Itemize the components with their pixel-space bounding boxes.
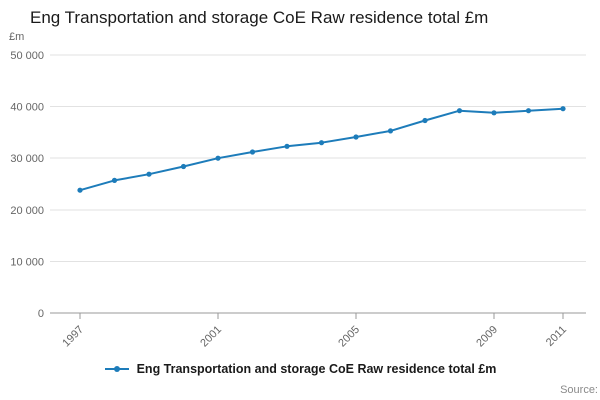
svg-text:30 000: 30 000 — [10, 153, 44, 165]
chart-title: Eng Transportation and storage CoE Raw r… — [30, 8, 489, 27]
svg-text:40 000: 40 000 — [10, 102, 44, 114]
legend[interactable]: Eng Transportation and storage CoE Raw r… — [0, 362, 600, 376]
svg-text:1997: 1997 — [60, 324, 86, 350]
svg-text:2005: 2005 — [336, 324, 362, 350]
y-axis-unit-label: £m — [9, 31, 25, 43]
svg-text:0: 0 — [38, 308, 44, 320]
svg-text:2009: 2009 — [474, 324, 500, 350]
svg-text:10 000: 10 000 — [10, 256, 44, 268]
svg-text:50 000: 50 000 — [10, 50, 44, 62]
line-chart-plot-area: 0 10 000 20 000 30 000 40 000 50 000 1997 2001 2… — [10, 50, 586, 350]
svg-text:2011: 2011 — [544, 324, 569, 349]
svg-text:20 000: 20 000 — [10, 205, 44, 217]
legend-label: Eng Transportation and storage CoE Raw r… — [136, 362, 497, 376]
svg-text:2001: 2001 — [198, 324, 224, 350]
source-label: Source: — [560, 384, 598, 396]
legend-line-icon — [104, 366, 129, 372]
